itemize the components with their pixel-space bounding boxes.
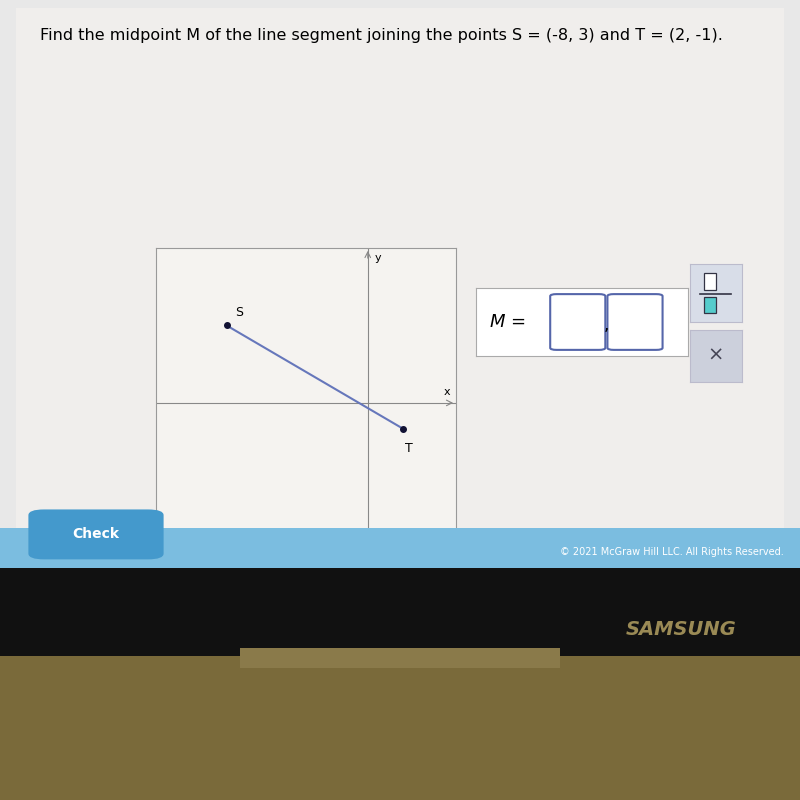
Text: © 2021 McGraw Hill LLC. All Rights Reserved.: © 2021 McGraw Hill LLC. All Rights Reser… xyxy=(560,547,784,557)
FancyBboxPatch shape xyxy=(29,510,164,559)
FancyBboxPatch shape xyxy=(704,273,716,290)
Text: SAMSUNG: SAMSUNG xyxy=(626,620,736,639)
Text: Find the midpoint M of the line segment joining the points S = (-8, 3) and T = (: Find the midpoint M of the line segment … xyxy=(40,28,723,43)
FancyBboxPatch shape xyxy=(704,297,716,313)
Text: $M$ =: $M$ = xyxy=(489,313,525,331)
Text: T: T xyxy=(405,442,413,454)
Text: Check: Check xyxy=(73,527,119,542)
FancyBboxPatch shape xyxy=(550,294,606,350)
FancyBboxPatch shape xyxy=(607,294,662,350)
Text: S: S xyxy=(235,306,243,319)
Text: ×: × xyxy=(707,346,724,365)
Text: ,: , xyxy=(604,316,609,334)
Text: x: x xyxy=(444,387,450,397)
Text: y: y xyxy=(375,253,382,263)
